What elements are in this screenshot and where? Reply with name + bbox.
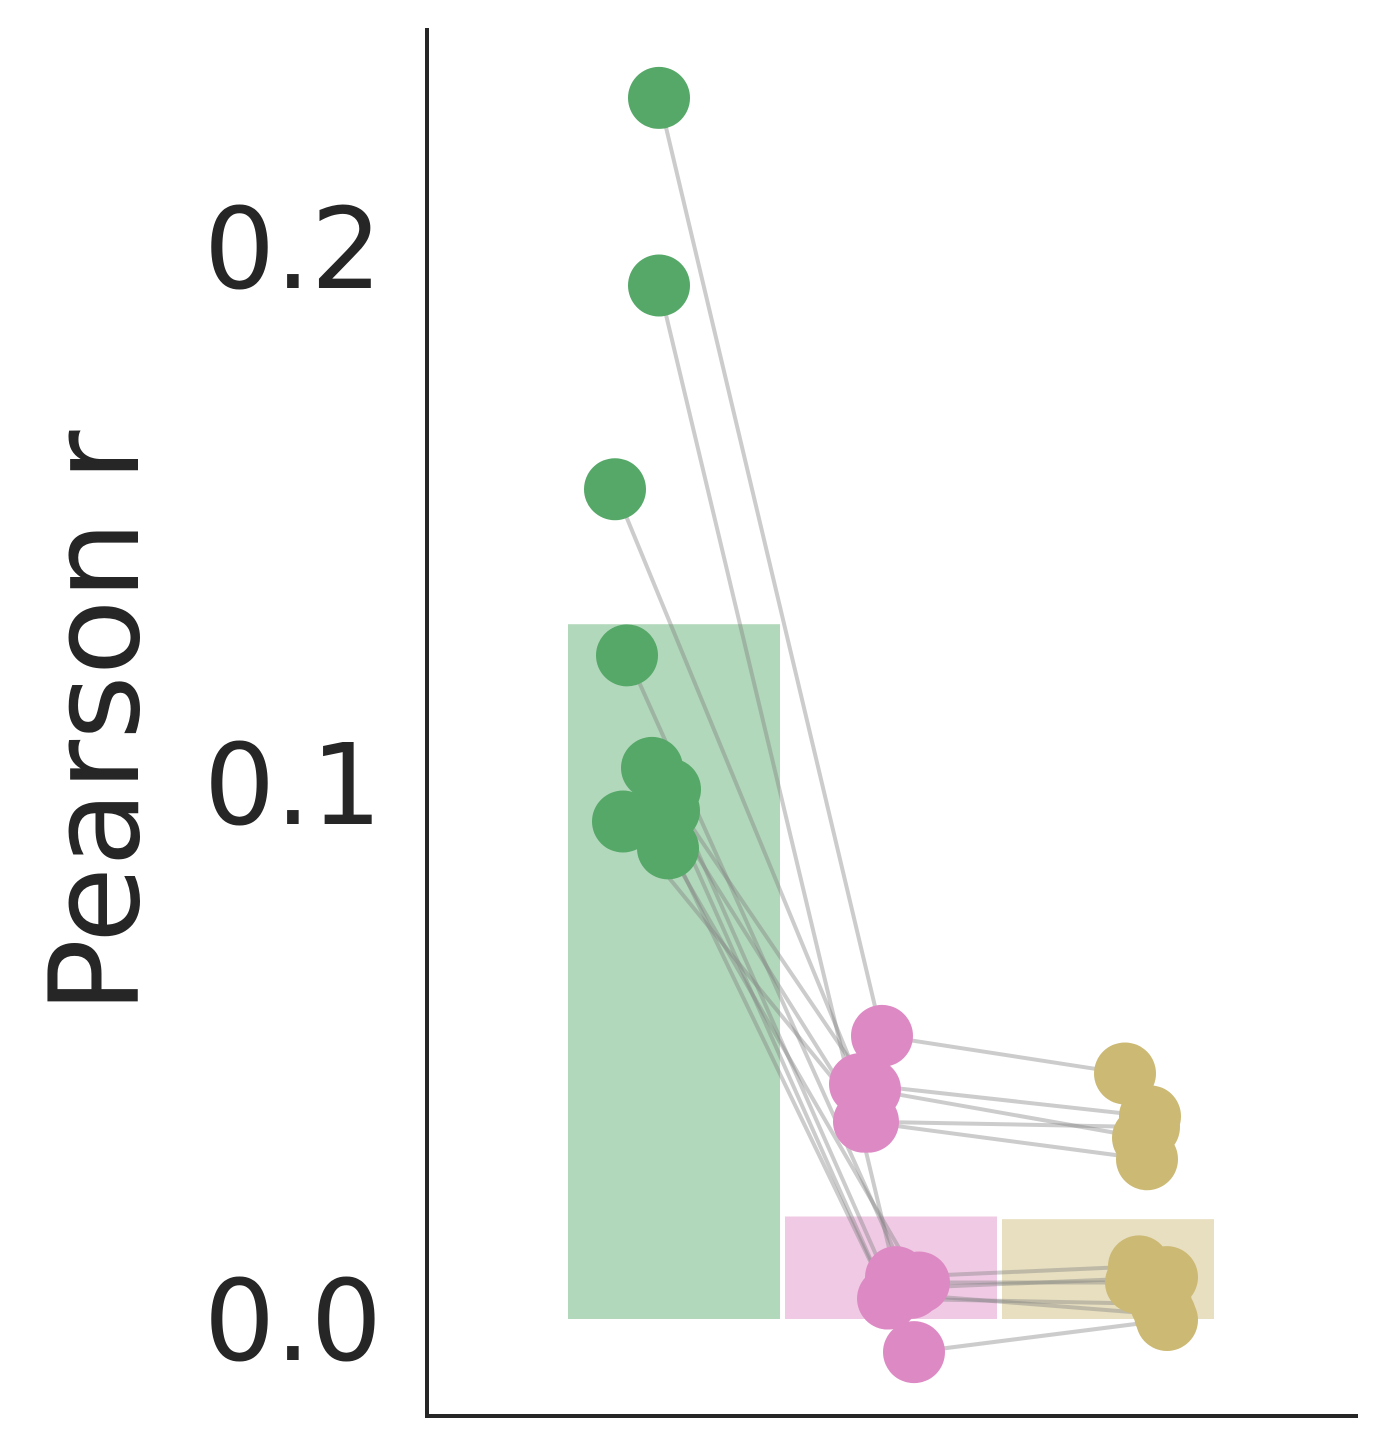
y-axis-label: Pearson r xyxy=(24,430,168,1013)
point-s1-c1 xyxy=(628,66,690,129)
axes xyxy=(425,28,1358,1418)
y-tick-label-1: 0.1 xyxy=(204,721,382,851)
bars xyxy=(566,622,1216,1322)
point-s9-c2 xyxy=(888,1251,950,1314)
point-s4-c1 xyxy=(596,624,658,687)
point-s3-c1 xyxy=(584,458,646,521)
subject-points xyxy=(584,66,1198,1384)
bar-1 xyxy=(566,622,782,1321)
y-tick-label-2: 0.2 xyxy=(204,185,382,315)
point-s1-c2 xyxy=(851,1004,913,1067)
point-s11-c3 xyxy=(1136,1289,1198,1351)
point-s10-c3 xyxy=(1116,1128,1178,1191)
point-s2-c1 xyxy=(628,254,690,317)
y-tick-label-0: 0.0 xyxy=(204,1257,382,1387)
point-s10-c2 xyxy=(833,1090,895,1153)
point-s11-c2 xyxy=(883,1321,945,1384)
point-s11-c1 xyxy=(630,795,692,858)
y-tick-labels: 0.0 0.1 0.2 xyxy=(204,185,382,1387)
